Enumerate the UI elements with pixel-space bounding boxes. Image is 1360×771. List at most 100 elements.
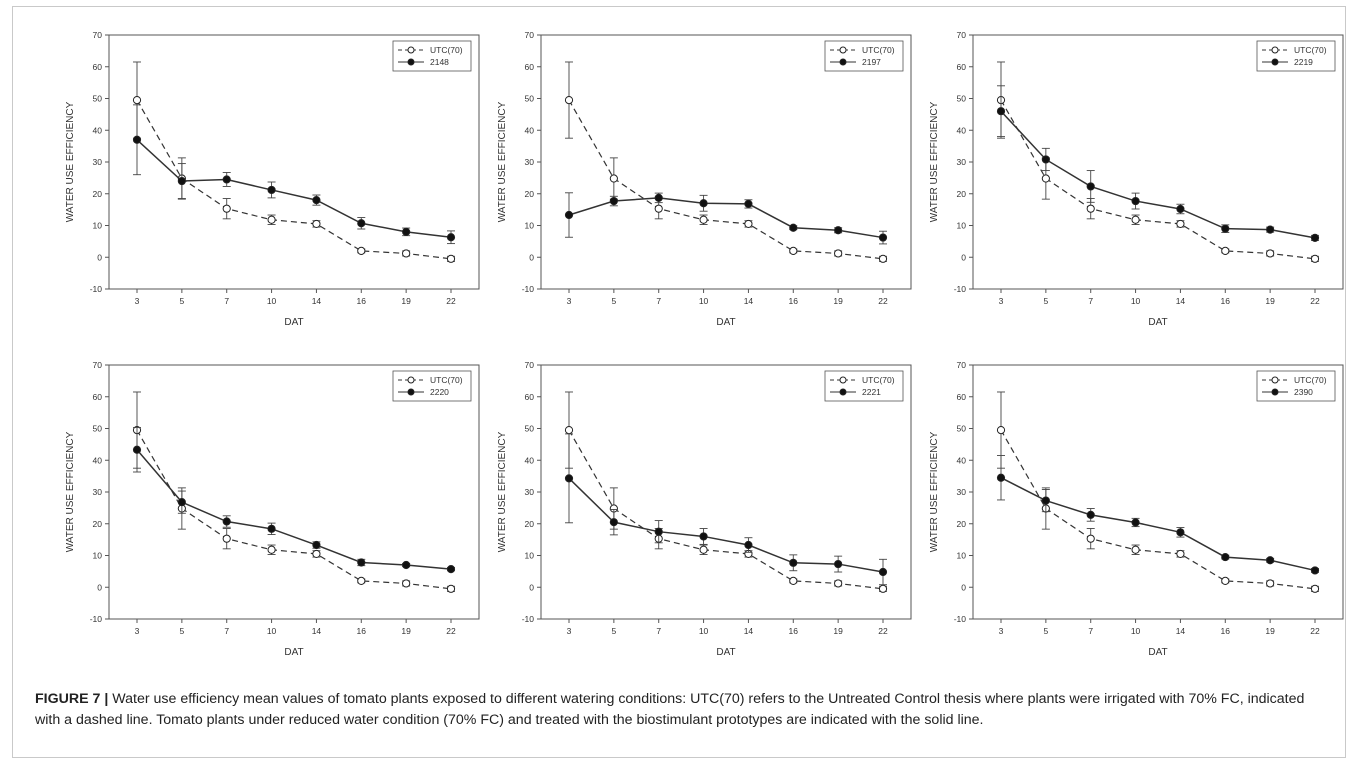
y-tick-label: 70 [957, 360, 967, 370]
data-point-2197 [878, 233, 888, 242]
legend-label: UTC(70) [862, 45, 895, 55]
data-point-2220 [267, 524, 276, 533]
data-point-2221 [609, 518, 618, 527]
x-tick-label: 16 [789, 296, 799, 306]
y-tick-label: -10 [90, 284, 103, 294]
series-line-2148 [136, 139, 452, 238]
data-point-2221 [834, 559, 843, 569]
chart-svg: -10 0 10 20 30 40 50 60 70 3 5 7 10 14 16 19 22 DAT WATER … [65, 30, 480, 328]
data-point-UTC(70) [1131, 215, 1140, 224]
data-point-2390 [1310, 566, 1320, 575]
y-tick-label: 30 [93, 157, 103, 167]
y-tick-label: 40 [525, 455, 535, 465]
data-point-UTC(70) [744, 219, 753, 229]
y-tick-label: 40 [93, 455, 103, 465]
data-point-UTC(70) [446, 584, 456, 593]
x-tick-label: 7 [224, 296, 229, 306]
data-point-UTC(70) [1221, 576, 1230, 585]
data-point-UTC(70) [1086, 534, 1095, 543]
y-tick-label: 30 [957, 157, 967, 167]
data-point-2219 [996, 107, 1006, 116]
x-tick-label: 16 [357, 626, 367, 636]
x-tick-label: 14 [744, 626, 754, 636]
data-point-UTC(70) [446, 254, 456, 263]
y-tick-label: 60 [525, 62, 535, 72]
x-tick-label: 22 [878, 296, 888, 306]
y-tick-label: 10 [957, 551, 967, 561]
x-tick-label: 5 [611, 626, 616, 636]
data-point-UTC(70) [1310, 254, 1320, 263]
y-tick-label: 20 [957, 189, 967, 199]
x-tick-label: 10 [699, 296, 709, 306]
plot-frame [108, 34, 480, 290]
y-tick-label: 70 [525, 360, 535, 370]
x-axis-title: DAT [1148, 317, 1167, 328]
legend-label: UTC(70) [862, 375, 895, 385]
data-point-UTC(70) [1221, 246, 1230, 255]
data-point-2390 [1041, 496, 1050, 505]
data-point-2220 [312, 540, 321, 550]
data-point-2221 [654, 527, 663, 536]
data-point-2390 [1266, 556, 1275, 565]
x-tick-label: 7 [656, 296, 661, 306]
x-tick-label: 7 [656, 626, 661, 636]
y-tick-label: 10 [93, 221, 103, 231]
data-point-2148 [402, 227, 411, 236]
data-point-2390 [1086, 510, 1095, 519]
y-tick-label: 10 [525, 221, 535, 231]
data-point-2148 [357, 219, 366, 228]
x-tick-label: 14 [312, 296, 322, 306]
y-tick-label: 10 [525, 551, 535, 561]
legend-marker-2221 [839, 388, 847, 396]
data-point-2221 [789, 558, 798, 567]
chart-svg: -10 0 10 20 30 40 50 60 70 3 5 7 10 14 16 19 22 DAT WATER … [497, 30, 912, 328]
data-point-2219 [1221, 224, 1230, 233]
data-point-2221 [878, 567, 888, 577]
y-tick-label: 30 [525, 157, 535, 167]
data-point-2197 [834, 226, 843, 235]
y-tick-label: 60 [957, 62, 967, 72]
data-point-UTC(70) [1266, 249, 1275, 258]
chart-svg: -10 0 10 20 30 40 50 60 70 3 5 7 10 14 16 19 22 DAT WATER … [929, 30, 1344, 328]
data-point-UTC(70) [267, 215, 276, 224]
x-tick-label: 7 [1088, 626, 1093, 636]
x-tick-label: 10 [699, 626, 709, 636]
data-point-UTC(70) [1310, 584, 1320, 593]
data-point-UTC(70) [789, 246, 798, 255]
data-point-2220 [132, 445, 142, 454]
x-tick-label: 5 [611, 296, 616, 306]
data-point-UTC(70) [699, 215, 708, 224]
x-tick-label: 3 [999, 626, 1004, 636]
y-tick-label: 40 [525, 125, 535, 135]
data-point-2219 [1086, 182, 1095, 191]
x-tick-label: 19 [401, 296, 411, 306]
legend-marker-UTC(70) [1271, 376, 1279, 384]
data-point-2390 [1176, 528, 1185, 537]
x-tick-label: 22 [878, 626, 888, 636]
data-point-UTC(70) [357, 576, 366, 585]
data-point-UTC(70) [654, 204, 663, 213]
data-point-UTC(70) [996, 425, 1006, 435]
legend-marker-2219 [1271, 58, 1279, 66]
data-point-UTC(70) [132, 95, 142, 105]
x-axis-title: DAT [716, 317, 735, 328]
x-tick-label: 14 [312, 626, 322, 636]
y-tick-label: 60 [525, 392, 535, 402]
y-tick-label: 0 [961, 582, 966, 592]
data-point-2197 [699, 199, 708, 208]
y-tick-label: 40 [93, 125, 103, 135]
y-tick-label: -10 [954, 284, 967, 294]
x-axis-title: DAT [284, 647, 303, 658]
x-tick-label: 22 [446, 626, 456, 636]
y-tick-label: 0 [529, 252, 534, 262]
chart-svg: -10 0 10 20 30 40 50 60 70 3 5 7 10 14 16 19 22 DAT WATER … [497, 360, 912, 658]
x-tick-label: 19 [833, 296, 843, 306]
data-point-UTC(70) [609, 174, 618, 183]
x-tick-label: 16 [357, 296, 367, 306]
y-tick-label: 70 [93, 360, 103, 370]
x-tick-label: 19 [401, 626, 411, 636]
data-point-UTC(70) [1176, 549, 1185, 559]
x-tick-label: 7 [224, 626, 229, 636]
data-point-2390 [996, 473, 1006, 482]
data-point-UTC(70) [222, 204, 231, 213]
